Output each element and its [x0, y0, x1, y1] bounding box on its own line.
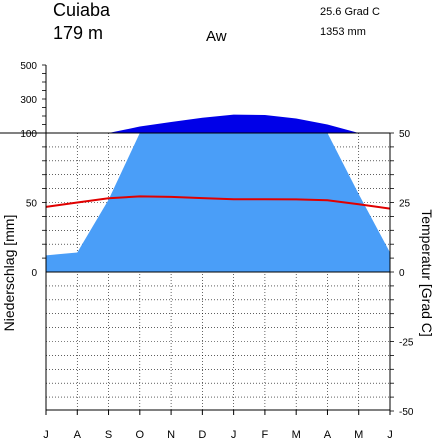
annual-mean-temperature: 25.6 Grad C: [320, 6, 380, 18]
temp-tick-label: -25: [399, 338, 414, 349]
precip-tick-label: 100: [20, 129, 37, 140]
annual-precipitation: 1353 mm: [320, 26, 366, 38]
month-label: O: [136, 429, 145, 440]
month-label: F: [262, 429, 269, 440]
month-label: M: [292, 429, 301, 440]
precipitation-layer: [46, 114, 390, 272]
temperature-layer: [45, 195, 391, 210]
tick-labels: 0 50 100 300 500 -50 -25 0 25 50 J A S O N D J F M A M J: [20, 61, 414, 440]
precip-tick-label: 50: [26, 199, 38, 210]
precipitation-area-low: [46, 133, 390, 272]
right-axis-label: Temperatur [Grad C]: [419, 209, 433, 337]
left-axis-label: Niederschlag [mm]: [1, 215, 17, 332]
month-label: N: [167, 429, 175, 440]
precip-tick-label: 0: [31, 268, 37, 279]
month-label: J: [231, 429, 237, 440]
month-label: A: [74, 429, 82, 440]
temp-tick-label: 25: [399, 199, 411, 210]
month-label: J: [43, 429, 49, 440]
station-elevation: 179 m: [53, 23, 103, 43]
precipitation-area-high: [46, 114, 390, 133]
climate-class: Aw: [206, 28, 227, 45]
precip-tick-label: 300: [20, 95, 37, 106]
axes: [0, 64, 394, 415]
temp-tick-label: 0: [399, 268, 405, 279]
month-label: S: [105, 429, 112, 440]
month-label: A: [324, 429, 332, 440]
precip-tick-label: 500: [20, 61, 37, 72]
station-name: Cuiaba: [53, 0, 111, 20]
temp-tick-label: -50: [399, 407, 414, 418]
temperature-line: [45, 195, 391, 210]
month-label: M: [354, 429, 363, 440]
month-label: D: [198, 429, 206, 440]
month-label: J: [387, 429, 393, 440]
temp-tick-label: 50: [399, 129, 411, 140]
